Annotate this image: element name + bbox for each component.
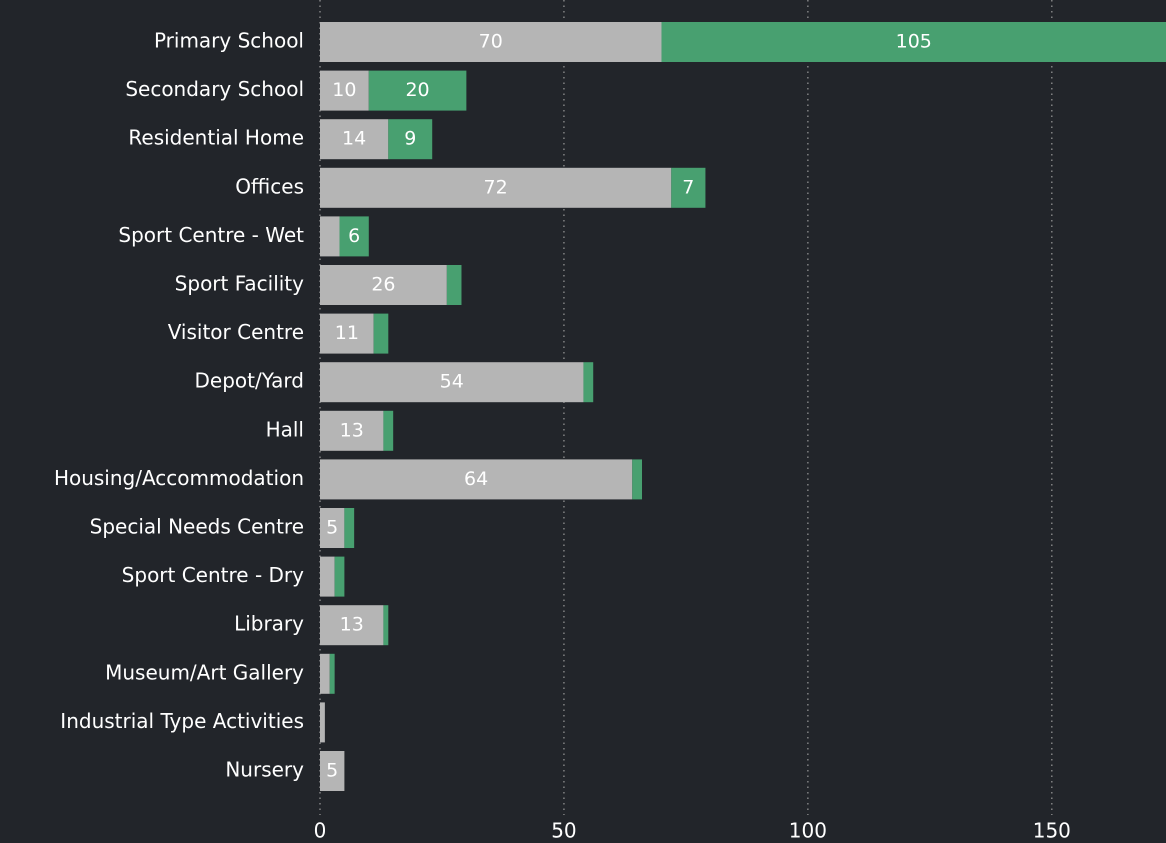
data-label: 13 — [340, 419, 364, 441]
y-tick-label: Industrial Type Activities — [60, 709, 304, 733]
x-tick-label: 100 — [789, 819, 827, 843]
bar-segment — [344, 508, 355, 548]
data-label: 11 — [335, 322, 359, 344]
data-label: 72 — [484, 176, 508, 198]
bar-segment — [320, 119, 389, 160]
data-label: 10 — [332, 79, 356, 101]
bar-segment — [320, 410, 384, 451]
y-tick-label: Depot/Yard — [194, 369, 304, 393]
bar-segment — [661, 22, 1166, 62]
y-tick-label: Sport Centre - Dry — [122, 563, 304, 587]
bar-segment — [320, 70, 369, 111]
bar-segment — [320, 459, 633, 500]
bar-segment — [320, 22, 662, 62]
data-label: 14 — [342, 128, 366, 150]
bar-segment — [320, 653, 330, 694]
y-tick-label: Sport Facility — [175, 272, 304, 296]
bar-segment — [320, 313, 374, 354]
bar-segment — [320, 216, 340, 257]
bar-segment — [446, 265, 462, 305]
data-label: 26 — [371, 274, 395, 296]
data-label: 64 — [464, 468, 488, 490]
data-label: 105 — [896, 31, 932, 53]
y-tick-label: Offices — [235, 174, 304, 198]
bar-segment — [368, 70, 467, 111]
data-label: 9 — [404, 128, 416, 150]
y-tick-label: Library — [234, 612, 304, 636]
bar-segment — [329, 653, 335, 694]
bar-segment — [373, 313, 389, 354]
bar-segment — [383, 605, 389, 646]
y-tick-label: Hall — [266, 417, 304, 441]
bar-segment — [320, 702, 325, 743]
y-tick-label: Museum/Art Gallery — [105, 660, 304, 684]
bar-segment — [339, 216, 369, 257]
bar-segment — [383, 410, 394, 451]
data-label: 54 — [440, 371, 464, 393]
y-tick-label: Visitor Centre — [168, 320, 304, 344]
y-tick-label: Nursery — [225, 758, 304, 782]
bar-segment — [320, 751, 345, 791]
bar-segment — [320, 265, 447, 305]
x-tick-label: 50 — [551, 819, 576, 843]
data-label: 20 — [405, 79, 429, 101]
y-tick-label: Housing/Accommodation — [54, 466, 304, 490]
bar-segment — [388, 119, 433, 160]
x-tick-label: 0 — [314, 819, 327, 843]
x-tick-label: 150 — [1033, 819, 1071, 843]
bar-segment — [583, 362, 594, 403]
data-label: 70 — [479, 31, 503, 53]
data-label: 5 — [326, 517, 338, 539]
data-label: 5 — [326, 760, 338, 782]
y-tick-label: Residential Home — [128, 126, 304, 150]
bar-segment — [320, 605, 384, 646]
bar-segment — [320, 556, 335, 597]
bar-segment — [320, 167, 672, 208]
y-tick-label: Special Needs Centre — [90, 515, 304, 539]
y-tick-label: Secondary School — [125, 77, 304, 101]
data-label: 7 — [682, 176, 694, 198]
bar-segment — [320, 508, 345, 548]
y-tick-label: Primary School — [154, 29, 304, 53]
y-tick-label: Sport Centre - Wet — [118, 223, 304, 247]
bar-segment — [334, 556, 345, 597]
data-label: 13 — [340, 614, 364, 636]
bar-segment — [320, 362, 584, 403]
data-label: 6 — [348, 225, 360, 247]
bar-segment — [671, 167, 706, 208]
bar-segment — [632, 459, 643, 500]
